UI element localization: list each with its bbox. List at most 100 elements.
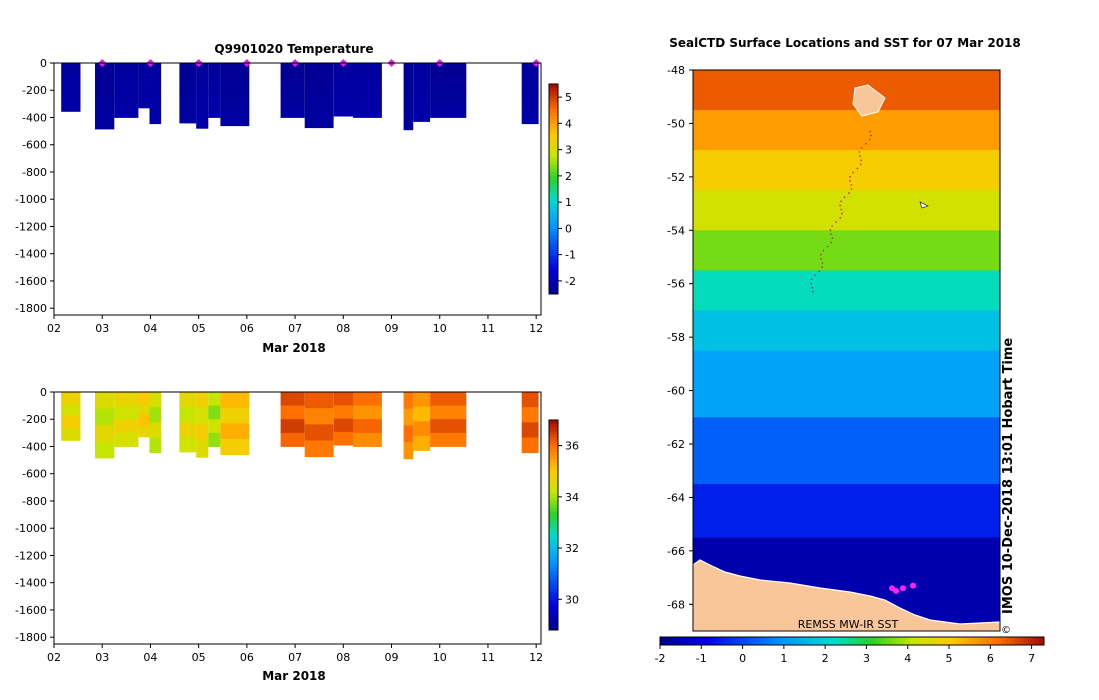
x-tick-label-1: 03 — [95, 322, 109, 335]
colorbar-segment-30 — [549, 521, 558, 526]
profile-bar-16 — [521, 63, 539, 79]
colorbar-segment-26 — [549, 199, 558, 204]
colorbar-segment-49 — [549, 119, 558, 123]
colorbar-segment-36 — [549, 500, 558, 505]
temperature-profiles — [61, 63, 539, 131]
colorbar-segment-32 — [549, 178, 558, 183]
colorbar-label-2: 0 — [565, 222, 572, 235]
profile-bar-4 — [149, 93, 162, 109]
profile-bar-10 — [304, 424, 334, 441]
track-dot-26 — [831, 237, 834, 240]
sst-colorbar-segment-28 — [794, 637, 800, 645]
lat-tick-label-5: -58 — [667, 331, 685, 344]
sst-colorbar-segment-2 — [669, 637, 675, 645]
colorbar-segment-57 — [549, 427, 558, 431]
sst-colorbar-segment-63 — [962, 637, 968, 645]
colorbar-segment-3 — [549, 280, 558, 284]
x-tick-label-6: 08 — [336, 322, 350, 335]
colorbar-segment-53 — [549, 105, 558, 109]
profile-bar-7 — [208, 405, 221, 420]
profile-bar-11 — [333, 405, 353, 419]
track-dot-25 — [830, 233, 832, 235]
colorbar-segment-19 — [549, 224, 558, 228]
colorbar-segment-43 — [549, 140, 558, 144]
x-tick-label-0: 02 — [47, 651, 61, 664]
track-dot-20 — [841, 212, 843, 215]
colorbar-segment-18 — [549, 227, 558, 232]
profile-bar-2 — [114, 392, 139, 406]
sst-colorbar-segment-14 — [727, 637, 733, 645]
colorbar-segment-47 — [549, 462, 558, 466]
sst-colorbar-segment-48 — [890, 637, 896, 645]
colorbar-segment-15 — [549, 574, 558, 578]
profile-bar-10 — [304, 408, 334, 425]
colorbar-frame — [548, 419, 559, 631]
profile-bar-7 — [208, 76, 221, 91]
second-section-panel: 0 -200 -400 -600 -800 -1000 -1200 -1400 -1600 -18… — [15, 386, 579, 683]
sst-colorbar-segment-49 — [895, 637, 901, 645]
track-dot-38 — [811, 286, 814, 289]
colorbar-segment-41 — [549, 483, 558, 487]
profile-bar-6 — [196, 79, 209, 96]
sst-colorbar-segment-57 — [933, 637, 939, 645]
sst-colorbar-segment-72 — [1005, 637, 1011, 645]
profile-bar-3 — [138, 403, 150, 415]
colorbar-segment-44 — [549, 136, 558, 141]
colorbar-segment-20 — [549, 220, 558, 225]
lat-tick-label-9: -66 — [667, 545, 685, 558]
sst-colorbar-segment-60 — [948, 637, 954, 645]
track-dot-4 — [860, 147, 863, 149]
temperature-x-label: Mar 2018 — [262, 341, 326, 355]
colorbar-segment-36 — [549, 164, 558, 169]
colorbar-segment-5 — [549, 609, 558, 613]
lat-tick-label-8: -64 — [667, 491, 685, 504]
x-tick-label-5: 07 — [288, 322, 302, 335]
profile-bar-11 — [333, 431, 353, 446]
colorbar-segment-52 — [549, 108, 558, 113]
y-tick-label-7: -1400 — [15, 248, 47, 261]
profile-bar-7 — [208, 63, 221, 77]
sst-colorbar-segment-54 — [919, 637, 925, 645]
profile-bar-10 — [304, 111, 334, 129]
colorbar-segment-58 — [549, 87, 558, 92]
x-tick-label-4: 06 — [240, 322, 254, 335]
profile-bar-16 — [521, 392, 539, 408]
colorbar-segment-27 — [549, 196, 558, 200]
colorbar-segment-2 — [549, 283, 558, 288]
profile-bar-2 — [114, 432, 139, 447]
y-tick-label-0: 0 — [40, 57, 47, 70]
colorbar-segment-35 — [549, 504, 558, 508]
track-dot-15 — [848, 192, 850, 194]
x-tick-label-10: 12 — [529, 651, 543, 664]
sst-colorbar-label-5: 3 — [863, 652, 870, 665]
profile-bar-3 — [138, 425, 150, 438]
track-dot-5 — [858, 151, 861, 153]
colorbar-segment-7 — [549, 602, 558, 606]
track-dot-6 — [859, 155, 861, 157]
colorbar-segment-13 — [549, 245, 558, 249]
sst-source-label: REMSS MW-IR SST — [798, 618, 899, 631]
profile-bar-14 — [413, 106, 431, 122]
sst-colorbar-segment-31 — [808, 637, 815, 645]
sst-colorbar-label-3: 1 — [780, 652, 787, 665]
colorbar-segment-5 — [549, 273, 558, 277]
x-tick-label-10: 12 — [529, 322, 543, 335]
sst-colorbar-segment-78 — [1034, 637, 1040, 645]
lat-tick-label-4: -56 — [667, 278, 685, 291]
y-tick-label-3: -600 — [22, 139, 47, 152]
track-dot-31 — [820, 258, 822, 260]
sst-band-0 — [693, 70, 1000, 111]
temperature-plot-frame — [53, 62, 542, 316]
profile-bar-9 — [280, 419, 305, 434]
colorbar-segment-9 — [549, 595, 558, 599]
track-dot-23 — [831, 225, 833, 227]
profile-bar-3 — [138, 96, 150, 109]
profile-bar-11 — [333, 102, 353, 117]
y-tick-label-8: -1600 — [15, 604, 47, 617]
sst-colorbar-segment-52 — [909, 637, 915, 645]
y-tick-label-5: -1000 — [15, 522, 47, 535]
profile-bar-14 — [413, 92, 431, 108]
colorbar-segment-56 — [549, 430, 558, 435]
sst-colorbar-segment-38 — [842, 637, 848, 645]
profile-bar-9 — [280, 103, 305, 118]
